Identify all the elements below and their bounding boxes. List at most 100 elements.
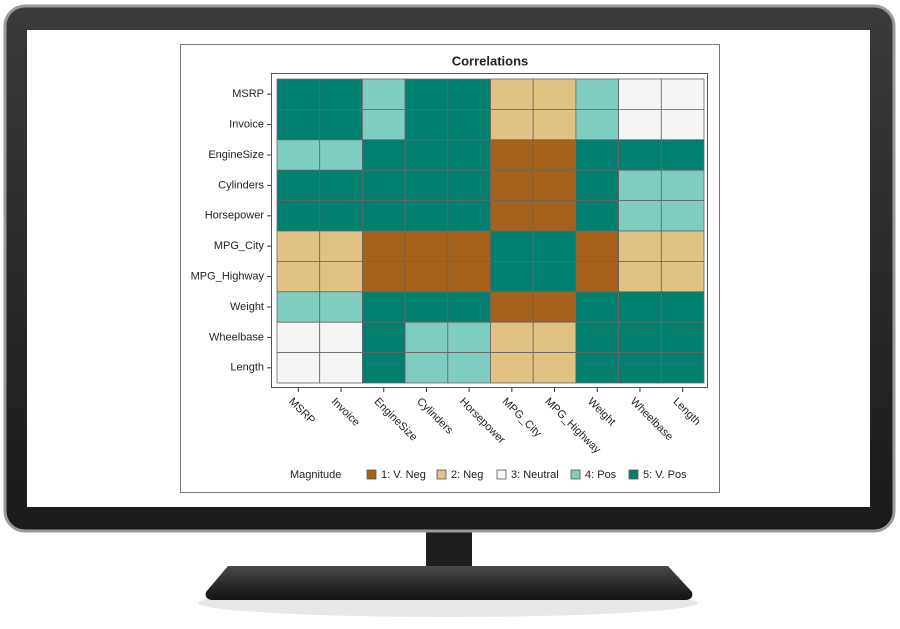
heatmap-cell — [447, 169, 491, 201]
heatmap-cell — [276, 200, 321, 232]
heatmap-cell — [361, 352, 406, 384]
heatmap-cell — [404, 109, 449, 141]
heatmap-cell — [575, 260, 620, 293]
heatmap-cell — [532, 200, 577, 232]
y-tick-label: Invoice — [229, 119, 264, 131]
heatmap-cell — [660, 230, 705, 262]
heatmap-cell — [447, 109, 491, 141]
monitor-neck — [426, 528, 472, 572]
heatmap-cell — [319, 230, 363, 262]
heatmap-cell — [276, 321, 321, 354]
heatmap-cell — [618, 321, 662, 354]
heatmap-cell — [532, 109, 577, 141]
heatmap-cell — [276, 139, 321, 171]
heatmap-cell — [575, 230, 620, 262]
y-tick-label: Cylinders — [218, 179, 264, 191]
heatmap-cell — [490, 169, 534, 201]
heatmap-cell — [319, 321, 363, 354]
legend-title: Magnitude — [290, 469, 341, 481]
heatmap-cell — [447, 139, 491, 171]
heatmap-cell — [404, 291, 449, 323]
heatmap-cell — [490, 260, 534, 293]
heatmap-cell — [490, 78, 534, 110]
heatmap-cell — [575, 321, 620, 354]
legend-label: 2: Neg — [451, 469, 483, 481]
legend-label: 3: Neutral — [511, 469, 559, 481]
heatmap-cell — [618, 139, 662, 171]
heatmap-cell — [490, 200, 534, 232]
heatmap-cell — [575, 169, 620, 201]
heatmap-cell — [660, 291, 705, 323]
heatmap-cell — [319, 200, 363, 232]
y-tick-label: Weight — [230, 301, 264, 313]
heatmap-cell — [618, 169, 662, 201]
legend-swatch — [570, 469, 581, 480]
heatmap-cell — [490, 291, 534, 323]
heatmap-cell — [447, 291, 491, 323]
heatmap-cell — [404, 321, 449, 354]
y-tick-label: MPG_Highway — [191, 271, 265, 283]
heatmap-cell — [660, 169, 705, 201]
heatmap-cell — [404, 200, 449, 232]
legend-label: 4: Pos — [585, 469, 617, 481]
heatmap-cell — [319, 260, 363, 293]
heatmap-cell — [575, 291, 620, 323]
heatmap-cell — [361, 200, 406, 232]
heatmap-cell — [618, 78, 662, 110]
heatmap-cell — [490, 352, 534, 384]
legend-label: 1: V. Neg — [381, 469, 426, 481]
heatmap-cell — [660, 139, 705, 171]
heatmap-cell — [618, 260, 662, 293]
y-tick-label: Wheelbase — [209, 331, 264, 343]
heatmap-cell — [276, 260, 321, 293]
heatmap-cell — [575, 139, 620, 171]
heatmap-cell — [660, 352, 705, 384]
heatmap-cell — [532, 260, 577, 293]
heatmap-cell — [447, 78, 491, 110]
heatmap-cell — [276, 169, 321, 201]
heatmap-cell — [447, 352, 491, 384]
chart-title: Correlations — [452, 53, 529, 68]
heatmap-cell — [361, 260, 406, 293]
legend-swatch — [436, 469, 447, 480]
legend-swatch — [628, 469, 639, 480]
heatmap-cell — [660, 200, 705, 232]
plot-frame — [271, 73, 708, 388]
heatmap-cell — [618, 200, 662, 232]
heatmap-cell — [490, 139, 534, 171]
heatmap-cell — [319, 139, 363, 171]
heatmap-cell — [447, 200, 491, 232]
heatmap-cell — [660, 109, 705, 141]
heatmap-cell — [276, 109, 321, 141]
heatmap-cell — [575, 352, 620, 384]
heatmap-cell — [276, 78, 321, 110]
heatmap-cell — [532, 230, 577, 262]
heatmap-cell — [361, 78, 406, 110]
heatmap-cell — [660, 78, 705, 110]
heatmap-cell — [361, 139, 406, 171]
heatmap-cell — [660, 260, 705, 293]
heatmap-cell — [575, 200, 620, 232]
heatmap-cell — [361, 291, 406, 323]
y-tick-label: EngineSize — [208, 149, 264, 161]
monitor-base — [205, 566, 693, 600]
heatmap-cell — [575, 109, 620, 141]
heatmap-cell — [361, 169, 406, 201]
heatmap-cell — [404, 139, 449, 171]
heatmap-cell — [447, 260, 491, 293]
heatmap-cell — [532, 139, 577, 171]
heatmap-cell — [490, 109, 534, 141]
legend-label: 5: V. Pos — [643, 469, 687, 481]
heatmap-cell — [490, 321, 534, 354]
heatmap-cell — [276, 291, 321, 323]
y-tick-label: MSRP — [232, 88, 264, 100]
legend-swatch — [366, 469, 377, 480]
heatmap-cell — [361, 109, 406, 141]
heatmap-cell — [276, 230, 321, 262]
heatmap-cell — [447, 321, 491, 354]
heatmap-cell — [319, 169, 363, 201]
heatmap-cell — [532, 321, 577, 354]
heatmap-cell — [404, 78, 449, 110]
heatmap-cell — [447, 230, 491, 262]
heatmap-cell — [660, 321, 705, 354]
